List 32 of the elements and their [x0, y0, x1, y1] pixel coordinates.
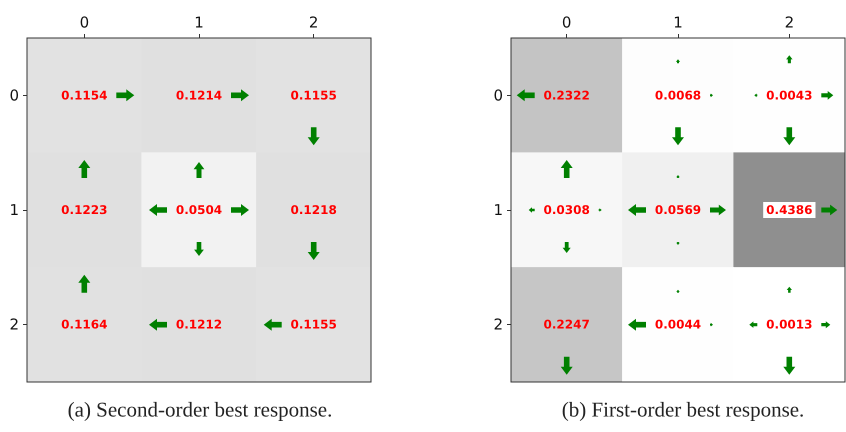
- data-label: 0.1164: [61, 318, 108, 332]
- data-label: 0.1155: [290, 318, 337, 332]
- y-tick-label: 1: [9, 201, 19, 219]
- data-label: 0.0569: [654, 203, 702, 217]
- data-label: 0.0043: [766, 88, 812, 102]
- x-tick-label: 1: [194, 14, 204, 32]
- data-label: 0.0013: [766, 318, 812, 332]
- data-label: 0.1212: [176, 318, 222, 332]
- x-tick-label: 0: [562, 14, 572, 32]
- data-label: 0.4386: [766, 203, 812, 217]
- x-tick-label: 1: [673, 14, 683, 32]
- data-label: 0.1218: [290, 203, 337, 217]
- data-label: 0.1154: [61, 88, 108, 102]
- y-tick-label: 0: [9, 86, 19, 104]
- y-tick-label: 2: [9, 316, 19, 334]
- data-label: 0.1214: [176, 88, 222, 102]
- data-label: 0.0044: [654, 318, 702, 332]
- data-label: 0.1155: [290, 88, 337, 102]
- text: (b) First-order best response.: [562, 398, 804, 422]
- y-tick-label: 2: [493, 316, 503, 334]
- y-tick-label: 1: [493, 201, 503, 219]
- data-label: 0.1223: [61, 203, 108, 217]
- data-label: 0.2247: [544, 318, 590, 332]
- data-label: 0.0308: [544, 203, 590, 217]
- data-label: 0.2322: [544, 88, 590, 102]
- x-tick-label: 2: [784, 14, 794, 32]
- y-tick-label: 0: [493, 86, 503, 104]
- x-tick-label: 0: [80, 14, 90, 32]
- x-tick-label: 2: [308, 14, 318, 32]
- data-label: 0.0504: [176, 203, 222, 217]
- text: (a) Second-order best response.: [68, 398, 332, 422]
- data-label: 0.0068: [654, 88, 702, 102]
